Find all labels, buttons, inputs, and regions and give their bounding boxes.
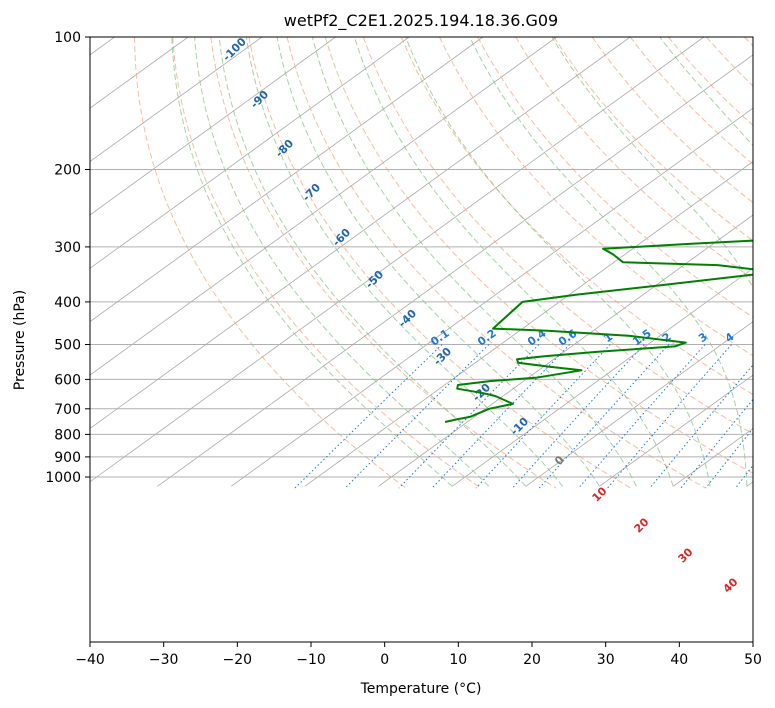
moist-adiabat-line <box>245 37 564 487</box>
moist-adiabat-line <box>354 37 674 487</box>
x-tick-label: −40 <box>75 652 105 668</box>
x-tick-label: 20 <box>523 652 541 668</box>
mixing-ratio-line <box>294 344 443 489</box>
dry-adiabat-line <box>439 37 753 357</box>
isotherm-line <box>90 37 336 216</box>
isotherm-line <box>525 321 753 487</box>
mixing-ratio-line <box>512 344 645 489</box>
isotherm-line <box>599 374 753 487</box>
x-tick-label: 40 <box>670 652 688 668</box>
x-axis-label: Temperature (°C) <box>360 681 482 697</box>
x-tick-label: −20 <box>223 652 253 668</box>
mixing-ratio-lines <box>294 344 753 489</box>
dry-adiabat-line <box>172 37 482 489</box>
mixing-ratio-line <box>578 344 706 489</box>
mixing-ratio-line <box>344 344 490 489</box>
y-tick-label: 200 <box>54 163 81 179</box>
isotherm-line <box>230 107 753 487</box>
mixing-ratio-line <box>607 344 732 489</box>
x-tick-label: 10 <box>449 652 467 668</box>
y-axis-label: Pressure (hPa) <box>12 290 28 390</box>
x-tick-label: −30 <box>149 652 179 668</box>
y-tick-label: 1000 <box>45 470 81 486</box>
x-tick-label: 50 <box>744 652 762 668</box>
x-tick-label: 30 <box>597 652 615 668</box>
moist-adiabat-line <box>276 37 600 487</box>
y-tick-label: 400 <box>54 295 81 311</box>
y-tick-label: 300 <box>54 240 81 256</box>
x-tick-label: 0 <box>380 652 389 668</box>
dry-adiabat-line <box>400 37 753 396</box>
x-tick-label: −10 <box>296 652 326 668</box>
isotherm-line <box>90 37 705 483</box>
moist-adiabat-line <box>171 37 453 487</box>
dry-adiabat-line <box>515 37 753 280</box>
moist-adiabat-line <box>218 37 527 487</box>
mixing-ratio-line <box>649 364 753 489</box>
mixing-ratio-line <box>475 344 611 489</box>
y-tick-label: 100 <box>54 30 81 46</box>
moist-adiabat-lines <box>171 37 753 487</box>
isotherm-line <box>90 37 263 163</box>
y-tick-label: 800 <box>54 427 81 443</box>
dewpoint-line <box>444 239 753 423</box>
chart-title: wetPf2_C2E1.2025.194.18.36.G09 <box>284 11 558 31</box>
dry-adiabat-line <box>477 37 753 318</box>
y-tick-label: 500 <box>54 338 81 354</box>
isotherm-line <box>90 37 557 376</box>
plot-frame <box>89 36 754 643</box>
isotherm-line <box>90 37 631 429</box>
isotherm-line <box>451 267 753 487</box>
sounding-series <box>444 239 753 423</box>
moist-adiabat-line <box>194 37 490 487</box>
plot-area: 0.10.20.40.611.52346810131620253036-100-… <box>90 37 753 596</box>
moist-adiabat-line <box>551 37 753 289</box>
dry-adiabat-line <box>362 37 753 435</box>
isotherm-line <box>157 54 753 487</box>
dry-adiabat-line <box>324 37 753 474</box>
mixing-ratio-line <box>735 464 753 489</box>
moist-adiabat-line <box>311 37 637 487</box>
y-tick-label: 700 <box>54 402 81 418</box>
moist-adiabat-line <box>469 37 748 487</box>
y-axis-ticks: 100 200 300 400 500 600 700 800 900 1000 <box>45 30 90 486</box>
mixing-ratio-line <box>538 344 670 489</box>
isotherm-line <box>90 37 410 269</box>
y-tick-label: 900 <box>54 450 81 466</box>
mixing-ratio-line <box>398 344 540 489</box>
moist-adiabat-line <box>405 37 711 487</box>
y-tick-label: 600 <box>54 372 81 388</box>
isotherm-line <box>90 37 484 323</box>
x-axis-ticks: −40 −30 −20 −10 0 10 20 30 40 50 <box>75 642 762 668</box>
